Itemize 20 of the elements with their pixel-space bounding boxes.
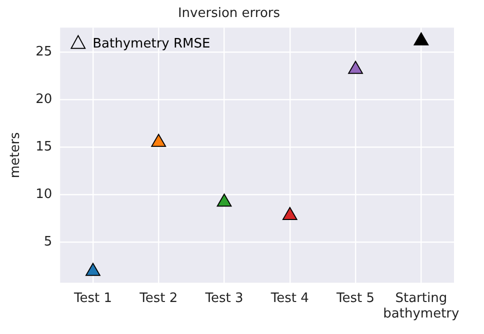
y-tick-label: 15 <box>36 140 52 155</box>
y-tick-label: 5 <box>44 234 52 250</box>
x-tick-label: Test 4 <box>270 290 309 306</box>
y-axis-title: meters <box>8 132 24 178</box>
x-tick-label: Test 2 <box>138 290 178 306</box>
x-tick-label: Test 5 <box>336 290 375 306</box>
point <box>282 206 298 220</box>
point <box>348 60 363 74</box>
chart-title: Inversion errors <box>178 6 280 22</box>
point <box>86 262 100 276</box>
x-tick-label: Test 1 <box>72 290 112 306</box>
legend-label: Bathymetry RMSE <box>92 36 210 52</box>
y-tick-label: 10 <box>36 186 52 202</box>
point <box>151 134 166 147</box>
y-tick-label: 25 <box>36 44 52 60</box>
point <box>414 32 429 46</box>
x-tick-label: Starting bathymetry <box>383 290 460 322</box>
y-tick-label: 20 <box>36 92 52 108</box>
x-tick-label: Test 3 <box>204 290 244 306</box>
point <box>216 194 232 207</box>
